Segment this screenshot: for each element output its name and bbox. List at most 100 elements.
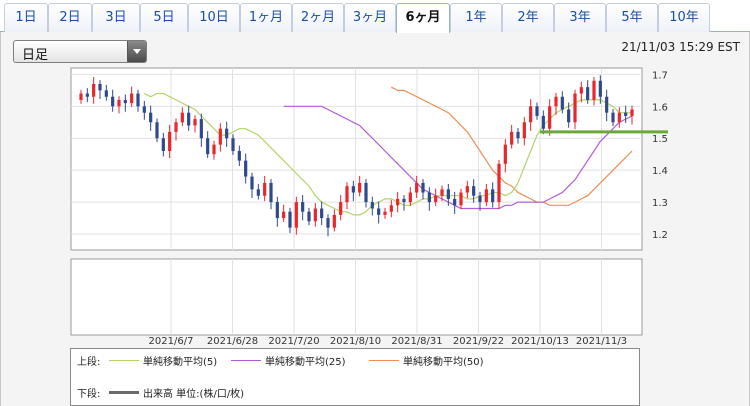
candle-down — [624, 112, 628, 116]
candle-up — [389, 205, 393, 212]
tab-5日[interactable]: 5日 — [140, 3, 188, 32]
candle-up — [263, 182, 267, 196]
x-tick-label: 2021/8/10 — [330, 336, 381, 347]
candle-down — [136, 93, 140, 107]
tab-3日[interactable]: 3日 — [92, 3, 140, 32]
candle-down — [320, 208, 324, 219]
price-plot-area — [70, 67, 643, 251]
tab-3ヶ月[interactable]: 3ヶ月 — [344, 3, 396, 32]
tab-1年[interactable]: 1年 — [450, 3, 502, 32]
candle-down — [478, 195, 482, 203]
candle-down — [541, 115, 545, 129]
ma50-line — [391, 86, 633, 206]
legend-ma50-label: 単純移動平均(50) — [403, 357, 484, 368]
ma25-line — [283, 105, 633, 210]
tab-2日[interactable]: 2日 — [48, 3, 92, 32]
tab-5年[interactable]: 5年 — [606, 3, 658, 32]
candle-down — [149, 112, 153, 123]
candle-down — [307, 211, 311, 222]
candle-up — [554, 96, 558, 107]
candle-down — [560, 96, 564, 110]
legend-ma25: 単純移動平均(25) — [231, 353, 346, 368]
candle-down — [206, 138, 210, 155]
candle-up — [193, 119, 197, 126]
candle-down — [567, 109, 571, 123]
candle-down — [123, 99, 127, 104]
candle-up — [440, 189, 444, 196]
candle-up — [503, 144, 507, 164]
y-tick-label: 1.5 — [652, 134, 668, 145]
candle-down — [98, 83, 102, 91]
candle-up — [174, 122, 178, 132]
volume-plot-area — [70, 258, 643, 336]
chevron-down-icon[interactable] — [127, 41, 146, 62]
candle-period-select[interactable]: 日足 — [13, 40, 147, 63]
candle-down — [598, 80, 602, 97]
y-tick-label: 1.7 — [652, 70, 668, 81]
candle-up — [510, 131, 514, 145]
x-tick-label: 2021/6/7 — [149, 336, 194, 347]
candle-down — [611, 112, 615, 123]
candle-up — [332, 214, 336, 228]
candle-up — [339, 202, 343, 215]
tab-2ヶ月[interactable]: 2ヶ月 — [292, 3, 344, 32]
candle-down — [269, 182, 273, 203]
candle-up — [434, 195, 438, 203]
x-tick-label: 2021/10/13 — [511, 336, 569, 347]
candle-up — [282, 211, 286, 219]
tab-1日[interactable]: 1日 — [4, 3, 48, 32]
candle-up — [168, 131, 172, 152]
candle-period-value: 日足 — [22, 48, 49, 63]
candle-up — [212, 144, 216, 155]
x-tick-label: 2021/6/28 — [207, 336, 258, 347]
candle-down — [535, 106, 539, 116]
ma5-swatch — [109, 360, 139, 361]
candle-down — [231, 138, 235, 152]
candle-up — [180, 112, 184, 123]
tab-10日[interactable]: 10日 — [188, 3, 240, 32]
candle-up — [130, 93, 134, 104]
tab-10年[interactable]: 10年 — [658, 3, 710, 32]
candle-down — [104, 90, 108, 97]
candle-down — [351, 186, 355, 193]
candle-down — [301, 202, 305, 212]
candle-up — [415, 182, 419, 193]
candle-up — [408, 192, 412, 203]
x-tick-label: 2021/9/22 — [453, 336, 504, 347]
candle-down — [155, 122, 159, 139]
candle-up — [548, 106, 552, 129]
candle-up — [529, 106, 533, 123]
candle-down — [377, 208, 381, 215]
chart-legend: 上段: 単純移動平均(5) 単純移動平均(25) 単純移動平均(50) 下段: … — [70, 348, 640, 406]
legend-upper-label: 上段: — [77, 357, 101, 368]
tab-1ヶ月[interactable]: 1ヶ月 — [240, 3, 292, 32]
candle-up — [497, 163, 501, 203]
candle-up — [579, 87, 583, 94]
candle-down — [402, 198, 406, 203]
legend-ma5-label: 単純移動平均(5) — [143, 357, 218, 368]
candle-up — [313, 208, 317, 222]
candle-up — [294, 202, 298, 228]
legend-lower-row: 下段: — [77, 385, 100, 400]
candle-down — [516, 131, 520, 139]
candle-down — [187, 112, 191, 126]
tab-6ヶ月[interactable]: 6ヶ月 — [396, 3, 450, 33]
candle-down — [288, 211, 292, 228]
candle-down — [237, 151, 241, 161]
y-tick-label: 1.6 — [652, 102, 668, 113]
x-tick-label: 2021/7/20 — [268, 336, 319, 347]
y-tick-label: 1.3 — [652, 198, 668, 209]
candle-up — [459, 192, 463, 206]
candle-up — [345, 186, 349, 203]
y-tick-label: 1.4 — [652, 166, 668, 177]
candle-down — [142, 106, 146, 113]
y-tick-label: 1.2 — [652, 230, 668, 241]
candle-down — [446, 189, 450, 199]
candle-down — [370, 202, 374, 209]
tab-2年[interactable]: 2年 — [502, 3, 554, 32]
candle-down — [605, 96, 609, 113]
candle-down — [421, 182, 425, 193]
candle-down — [250, 176, 254, 190]
legend-volume: 出来高 単位:(株/口/枚) — [109, 385, 244, 400]
tab-3年[interactable]: 3年 — [554, 3, 606, 32]
